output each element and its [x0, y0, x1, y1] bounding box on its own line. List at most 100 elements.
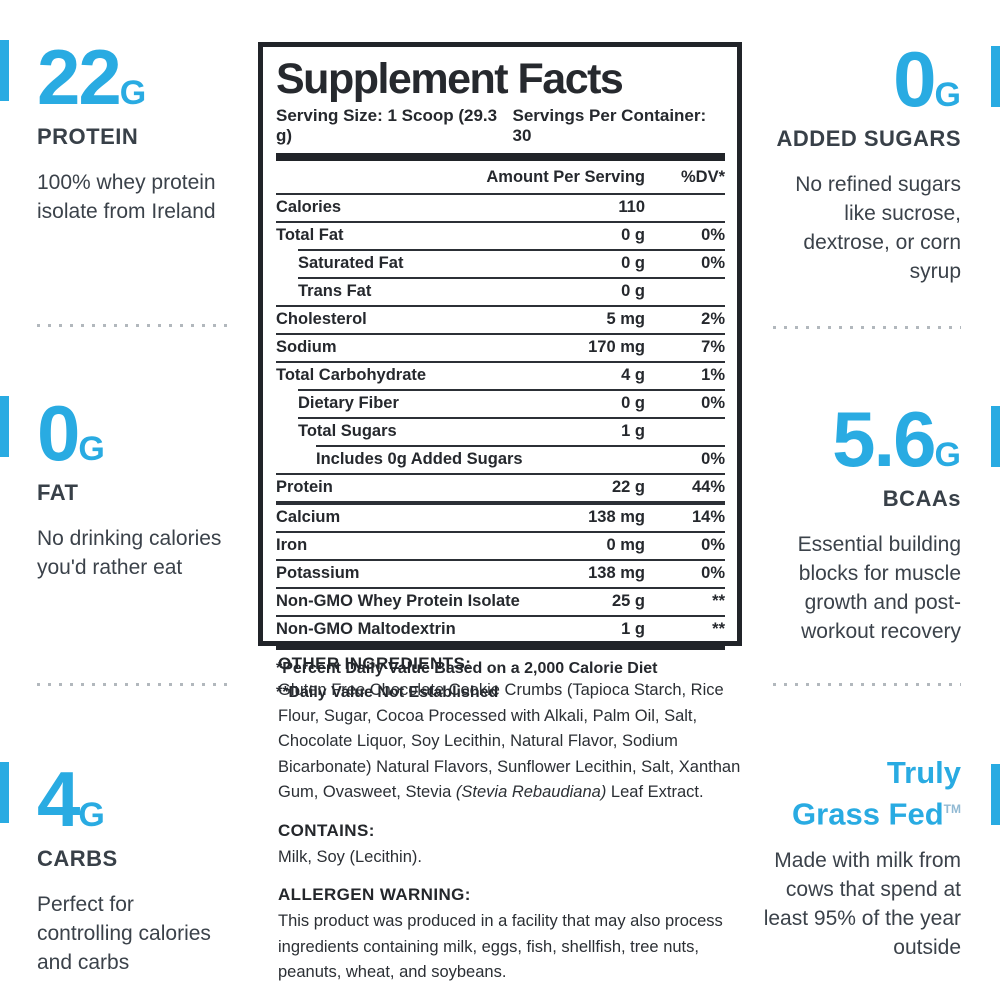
nutrient-amount: 25 g — [611, 592, 645, 610]
nutrition-row: Total Fat 0 g 0% — [276, 221, 725, 249]
accent-bar — [0, 40, 9, 101]
fat-amount: 0G — [37, 389, 105, 477]
callout-fat: 0G FAT No drinking calories you'd rather… — [37, 394, 235, 582]
nutrient-name: Includes 0g Added Sugars — [316, 450, 523, 468]
nutrient-amount: 0 g — [621, 226, 645, 244]
protein-amount: 22G — [37, 33, 147, 121]
nutrition-row: Total Carbohydrate 4 g 1% — [276, 361, 725, 389]
other-ingredients-heading: OTHER INGREDIENTS: — [278, 654, 472, 673]
nutrition-row: Includes 0g Added Sugars 0% — [316, 445, 725, 473]
bcaas-amount: 5.6G — [832, 395, 961, 483]
bcaas-description: Essential building blocks for muscle gro… — [797, 533, 961, 643]
nutrition-row: Iron 0 mg 0% — [276, 531, 725, 559]
nutrient-amount: 1 g — [621, 620, 645, 638]
nutrient-amount: 4 g — [621, 366, 645, 384]
dotted-divider — [37, 324, 229, 327]
grass-fed-description: Made with milk from cows that spend at l… — [763, 849, 961, 960]
ingredients-sections: OTHER INGREDIENTS: Gluten Free Chocolate… — [278, 654, 748, 1000]
nutrient-dv: 0% — [701, 564, 725, 582]
other-ingredients-section: OTHER INGREDIENTS: Gluten Free Chocolate… — [278, 654, 748, 806]
fat-description: No drinking calories you'd rather eat — [37, 527, 222, 579]
carbs-label: CARBS — [37, 846, 118, 871]
nutrient-amount: 170 mg — [588, 338, 645, 356]
accent-bar — [991, 406, 1000, 467]
nutrient-amount: 0 g — [621, 254, 645, 272]
nutrient-amount: 22 g — [611, 478, 645, 496]
nutrition-row: Calories 110 — [276, 195, 725, 221]
nutrition-row: Non-GMO Maltodextrin 1 g ** — [276, 615, 725, 643]
supplement-facts-panel: Supplement Facts Serving Size: 1 Scoop (… — [258, 42, 742, 701]
callout-protein: 22G PROTEIN 100% whey protein isolate fr… — [37, 38, 235, 226]
nutrition-row: Calcium 138 mg 14% — [276, 501, 725, 531]
nutrient-name: Total Fat — [276, 226, 344, 244]
dotted-divider — [773, 326, 961, 329]
nutrient-name: Calories — [276, 198, 342, 216]
footnote-not-established: **Daily Value Not Established — [276, 684, 499, 701]
nutrient-name: Total Carbohydrate — [276, 366, 427, 384]
accent-bar — [991, 46, 1000, 107]
nutrient-amount: 0 g — [621, 394, 645, 412]
protein-description: 100% whey protein isolate from Ireland — [37, 171, 216, 223]
contains-heading: CONTAINS: — [278, 820, 375, 840]
nutrient-name: Sodium — [276, 338, 337, 356]
nutrient-amount: 0 mg — [606, 536, 645, 554]
divider-thick — [276, 643, 725, 650]
table-header: Amount Per Serving %DV* — [276, 161, 725, 195]
dotted-divider — [773, 683, 961, 686]
nutrient-name: Potassium — [276, 564, 360, 582]
contains-section: CONTAINS: Milk, Soy (Lecithin). — [278, 821, 748, 871]
panel-title: Supplement Facts — [276, 55, 624, 103]
nutrition-row: Saturated Fat 0 g 0% — [298, 249, 725, 277]
protein-label: PROTEIN — [37, 124, 139, 149]
nutrition-row: Total Sugars 1 g — [298, 417, 725, 445]
dv-column-header: %DV* — [680, 168, 725, 186]
grass-fed-title: Truly Grass FedTM — [792, 755, 961, 832]
serving-info: Serving Size: 1 Scoop (29.3 g) Servings … — [276, 106, 725, 146]
serving-size: Serving Size: 1 Scoop (29.3 g) — [276, 106, 498, 145]
nutrient-dv: 1% — [701, 366, 725, 384]
nutrient-name: Saturated Fat — [298, 254, 404, 272]
nutrient-name: Cholesterol — [276, 310, 367, 328]
allergen-text: This product was produced in a facility … — [278, 912, 723, 981]
nutrient-name: Trans Fat — [298, 282, 372, 300]
nutrient-dv: 0% — [701, 450, 725, 468]
nutrition-row: Sodium 170 mg 7% — [276, 333, 725, 361]
nutrient-dv: ** — [712, 620, 725, 638]
nutrient-dv: 2% — [701, 310, 725, 328]
allergen-heading: ALLERGEN WARNING: — [278, 885, 471, 904]
accent-bar — [0, 396, 9, 457]
nutrient-amount: 138 mg — [588, 508, 645, 526]
callout-bcaas: 5.6G BCAAs Essential building blocks for… — [763, 400, 961, 646]
callout-carbs: 4G CARBS Perfect for controlling calorie… — [37, 760, 235, 977]
nutrition-row: Trans Fat 0 g — [298, 277, 725, 305]
carbs-description: Perfect for controlling calories and car… — [37, 893, 211, 974]
contains-text: Milk, Soy (Lecithin). — [278, 847, 422, 866]
accent-bar — [0, 762, 9, 823]
nutrition-row: Non-GMO Whey Protein Isolate 25 g ** — [276, 587, 725, 615]
added-sugars-label: ADDED SUGARS — [776, 126, 961, 151]
amount-column-header: Amount Per Serving — [486, 168, 645, 186]
carbs-amount: 4G — [37, 755, 105, 843]
footnotes: *Percent Daily Value Based on a 2,000 Ca… — [276, 657, 725, 705]
nutrient-name: Calcium — [276, 508, 341, 526]
nutrient-dv: 0% — [701, 226, 725, 244]
nutrition-row: Cholesterol 5 mg 2% — [276, 305, 725, 333]
nutrient-dv: 0% — [701, 536, 725, 554]
nutrition-row: Protein 22 g 44% — [276, 473, 725, 501]
divider-thick — [276, 153, 725, 161]
dotted-divider — [37, 683, 229, 686]
bcaas-label: BCAAs — [882, 486, 961, 511]
nutrient-name: Iron — [276, 536, 308, 554]
nutrient-dv: 0% — [701, 254, 725, 272]
nutrient-dv: ** — [712, 592, 725, 610]
nutrient-dv: 7% — [701, 338, 725, 356]
trademark-symbol: TM — [943, 802, 961, 816]
nutrient-amount: 1 g — [621, 422, 645, 440]
accent-bar — [991, 764, 1000, 825]
nutrition-row: Dietary Fiber 0 g 0% — [298, 389, 725, 417]
nutrient-dv: 14% — [691, 508, 725, 526]
nutrient-name: Protein — [276, 478, 333, 496]
allergen-section: ALLERGEN WARNING: This product was produ… — [278, 885, 748, 986]
callout-grass-fed: Truly Grass FedTM Made with milk from co… — [763, 754, 961, 962]
callout-added-sugars: 0G ADDED SUGARS No refined sugars like s… — [763, 40, 961, 286]
